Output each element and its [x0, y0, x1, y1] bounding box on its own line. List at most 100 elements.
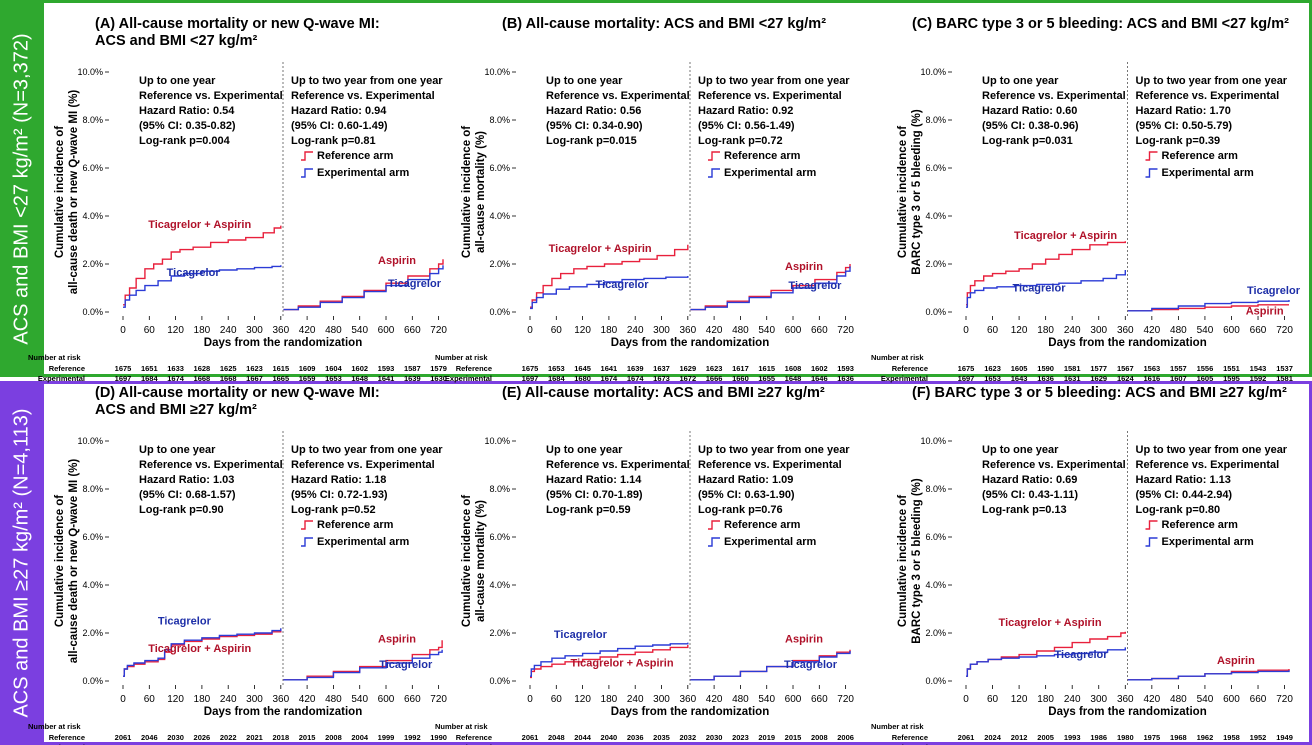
chart-b-annotation: Ticagrelor — [788, 280, 842, 292]
chart-e-xtick-label: 480 — [732, 694, 749, 705]
chart-d-risk-reference-value: 1992 — [404, 733, 421, 742]
chart-d-risk-reference-value: 2018 — [272, 733, 289, 742]
chart-b-risk-reference-value: 1675 — [522, 364, 539, 373]
chart-e-stats-right-line: (95% CI: 0.63-1.90) — [698, 489, 795, 501]
chart-d-title-line: (D) All-cause mortality or new Q-wave MI… — [95, 385, 380, 401]
chart-f-risk-reference-value: 1962 — [1197, 733, 1214, 742]
chart-f-ytick-label: 10.0% — [920, 436, 946, 446]
chart-b-series-experimental-year1 — [530, 276, 689, 310]
chart-e-xtick-label: 120 — [574, 694, 591, 705]
chart-d-xlabel: Days from the randomization — [204, 706, 362, 718]
chart-e-xtick-label: 60 — [551, 694, 563, 705]
chart-d-risk-reference-value: 2022 — [220, 733, 237, 742]
chart-c-risk-reference-value: 1577 — [1090, 364, 1107, 373]
chart-b-risk-experimental-value: 1646 — [811, 374, 828, 383]
chart-a-xtick-label: 300 — [246, 325, 263, 336]
chart-f-xtick-label: 480 — [1170, 694, 1187, 705]
chart-b-stats-right-line: Reference vs. Experimental — [698, 90, 842, 102]
chart-d-ylabel-line: Cumulative incidence of — [54, 495, 66, 627]
chart-c-risk-reference-value: 1543 — [1250, 364, 1267, 373]
chart-b-risk-experimental-value: 1673 — [653, 374, 670, 383]
chart-b-xlabel: Days from the randomization — [611, 337, 769, 349]
chart-e-annotation: Ticagrelor — [784, 659, 838, 671]
chart-c-legend-swatch-reference — [1145, 151, 1158, 161]
chart-d-ytick-label: 8.0% — [82, 484, 103, 494]
chart-d-stats-left-line: (95% CI: 0.68-1.57) — [139, 489, 236, 501]
chart-b-risk-experimental-value: 1648 — [785, 374, 802, 383]
chart-f-ytick-label: 0.0% — [925, 676, 946, 686]
chart-f-risk-experimental-value: 1972 — [1090, 743, 1107, 745]
chart-e-risk-experimental-value: 2004 — [785, 743, 803, 745]
chart-c-stats-left-line: Up to one year — [982, 75, 1059, 87]
chart-b-legend-label-experimental: Experimental arm — [724, 167, 817, 179]
chart-c-xtick-label: 420 — [1143, 325, 1160, 336]
chart-d-ytick-label: 0.0% — [82, 676, 103, 686]
chart-c-annotation: Aspirin — [1246, 305, 1284, 317]
chart-d-stats-right-line: Log-rank p=0.52 — [291, 504, 376, 516]
chart-e-legend-swatch-experimental — [708, 537, 720, 547]
chart-a-stats-right-line: Up to two year from one year — [291, 75, 443, 87]
chart-f-xtick-label: 0 — [963, 694, 969, 705]
chart-d-xtick-label: 60 — [144, 694, 156, 705]
chart-f-series-experimental-year2 — [1127, 670, 1290, 681]
chart-e-legend-label-experimental: Experimental arm — [724, 536, 817, 548]
chart-c-risk-reference-value: 1557 — [1170, 364, 1187, 373]
chart-d-stats-left-line: Reference vs. Experimental — [139, 459, 283, 471]
chart-a-risk-reference-value: 1615 — [272, 364, 289, 373]
chart-d-risk-reference-value: 2061 — [115, 733, 132, 742]
chart-e-title-line: (E) All-cause mortality: ACS and BMI ≥27… — [502, 385, 825, 401]
chart-b-xtick-label: 600 — [785, 325, 802, 336]
chart-a-annotation: Ticagrelor — [167, 267, 221, 279]
chart-a-risk-reference-value: 1579 — [430, 364, 447, 373]
chart-d-annotation: Ticagrelor — [158, 616, 212, 628]
chart-f-xtick-label: 300 — [1090, 694, 1107, 705]
chart-e-risk-heading: Number at risk — [435, 722, 488, 731]
chart-a-risk-reference-value: 1651 — [141, 364, 158, 373]
chart-a-ytick-label: 2.0% — [82, 259, 103, 269]
chart-a-risk-reference-value: 1628 — [194, 364, 211, 373]
chart-e-risk-reference-value: 2048 — [548, 733, 565, 742]
chart-d-risk-reference-value: 2030 — [167, 733, 184, 742]
chart-a-risk-experimental-value: 1668 — [194, 374, 211, 383]
chart-c-ylabel-line: BARC type 3 or 5 bleeding (%) — [911, 109, 923, 275]
chart-a-series-experimental-year2 — [283, 265, 444, 311]
chart-f-risk-experimental-value: 1938 — [1250, 743, 1267, 745]
chart-f-risk-reference-value: 2005 — [1037, 733, 1054, 742]
chart-b-risk-reference-value: 1639 — [627, 364, 644, 373]
chart-f-stats-left-line: Reference vs. Experimental — [982, 459, 1126, 471]
chart-e-xtick-label: 360 — [679, 694, 696, 705]
chart-f-xtick-label: 720 — [1276, 694, 1293, 705]
chart-a-risk-experimental-value: 1697 — [115, 374, 132, 383]
chart-d-legend-label-experimental: Experimental arm — [317, 536, 410, 548]
chart-f-risk-reference-value: 1986 — [1090, 733, 1107, 742]
chart-b-risk-experimental-value: 1655 — [758, 374, 775, 383]
chart-f-legend-label-reference: Reference arm — [1162, 519, 1239, 531]
chart-e-series-experimental-year2 — [690, 651, 851, 681]
chart-c-risk-experimental-value: 1629 — [1090, 374, 1107, 383]
chart-f-risk-reference-value: 1952 — [1250, 733, 1267, 742]
chart-e-ytick-label: 4.0% — [489, 580, 510, 590]
chart-a-risk-experimental-value: 1641 — [378, 374, 395, 383]
chart-a-annotation: Ticagrelor — [388, 278, 442, 290]
chart-b-risk-experimental-value: 1680 — [574, 374, 591, 383]
chart-c-xtick-label: 540 — [1197, 325, 1214, 336]
chart-d-xtick-label: 120 — [167, 694, 184, 705]
chart-a-risk-experimental-value: 1674 — [167, 374, 185, 383]
chart-a-risk-reference-value: 1602 — [351, 364, 368, 373]
chart-b-stats-right-line: Log-rank p=0.72 — [698, 135, 783, 147]
chart-f-risk-experimental-value: 1985 — [1037, 743, 1054, 745]
chart-f-xtick-label: 660 — [1250, 694, 1267, 705]
chart-c-ytick-label: 4.0% — [925, 211, 946, 221]
chart-e-risk-reference-value: 2023 — [732, 733, 749, 742]
chart-d-xtick-label: 600 — [378, 694, 395, 705]
chart-d-xtick-label: 540 — [351, 694, 368, 705]
chart-f-risk-experimental-value: 2052 — [958, 743, 975, 745]
chart-d-stats-left-line: Hazard Ratio: 1.03 — [139, 474, 234, 486]
chart-a-risk-reference-value: 1604 — [325, 364, 343, 373]
chart-a-risk-experimental-value: 1667 — [246, 374, 263, 383]
chart-c-risk-reference-value: 1537 — [1276, 364, 1293, 373]
chart-a-stats-left-line: Hazard Ratio: 0.54 — [139, 105, 235, 117]
chart-c-annotation: Ticagrelor — [1013, 283, 1067, 295]
chart-d-risk-reference-value: 2004 — [351, 733, 369, 742]
